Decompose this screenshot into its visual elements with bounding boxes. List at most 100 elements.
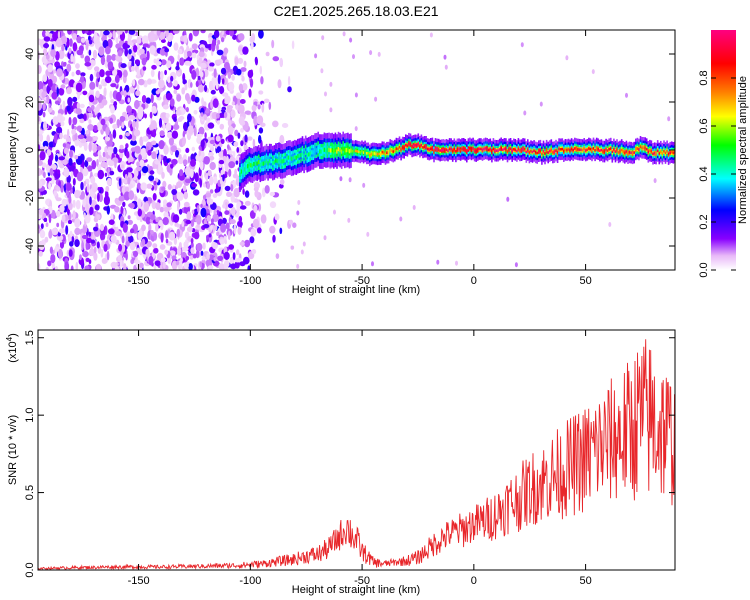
ridge-cell <box>401 146 404 149</box>
noise-speck <box>207 122 215 129</box>
noise-speck <box>131 120 137 129</box>
noise-speck <box>94 107 98 116</box>
ridge-cell <box>619 150 621 153</box>
noise-speck <box>39 229 46 239</box>
ridge-cell <box>656 149 659 153</box>
noise-speck <box>49 246 54 254</box>
noise-speck <box>80 37 86 43</box>
noise-speck <box>150 214 156 221</box>
noise-speck <box>237 33 245 42</box>
noise-speck <box>205 108 210 114</box>
noise-speck <box>244 239 251 248</box>
noise-speck <box>234 56 239 66</box>
noise-speck <box>228 168 232 177</box>
noise-speck <box>96 214 101 220</box>
noise-speck <box>39 133 44 142</box>
noise-speck <box>151 64 157 70</box>
noise-speck <box>62 143 67 148</box>
noise-speck <box>71 71 75 77</box>
noise-speck <box>232 252 236 261</box>
noise-speck <box>181 87 186 95</box>
noise-speck <box>66 182 72 191</box>
noise-speck <box>160 39 166 43</box>
noise-speck <box>190 219 195 228</box>
noise-speck <box>228 244 235 250</box>
noise-speck <box>216 231 220 236</box>
noise-speck <box>153 247 159 254</box>
noise-speck <box>251 33 256 43</box>
ridge-cell <box>458 147 460 151</box>
noise-speck <box>89 81 96 90</box>
ridge-cell <box>461 147 463 151</box>
noise-speck <box>84 55 91 64</box>
noise-speck <box>223 251 230 260</box>
noise-speck <box>161 112 167 118</box>
noise-speck <box>224 239 227 245</box>
noise-speck <box>162 123 166 131</box>
ridge-cell <box>502 148 504 152</box>
noise-speck <box>244 134 248 143</box>
ridge-cell <box>500 147 502 150</box>
noise-speck <box>105 136 111 141</box>
noise-speck <box>85 203 89 213</box>
ridge-cell <box>306 153 308 158</box>
noise-speck <box>218 159 225 165</box>
noise-speck <box>158 32 166 40</box>
noise-speck <box>228 161 236 169</box>
noise-speck <box>296 263 300 269</box>
noise-speck <box>68 157 73 166</box>
noise-speck <box>80 181 84 191</box>
noise-speck <box>238 104 245 114</box>
ridge-cell <box>497 149 499 152</box>
ridge-cell <box>639 145 642 148</box>
noise-speck <box>167 184 172 190</box>
ridge-cell <box>292 156 294 161</box>
noise-speck <box>52 116 59 125</box>
noise-speck <box>69 241 74 247</box>
snr-line <box>38 339 675 570</box>
noise-speck <box>56 186 61 192</box>
noise-speck <box>129 241 136 251</box>
noise-speck <box>172 30 180 34</box>
noise-speck <box>216 210 220 215</box>
noise-speck <box>213 30 220 38</box>
noise-speck <box>103 30 110 36</box>
noise-speck <box>54 266 59 270</box>
noise-speck <box>178 116 185 120</box>
noise-speck <box>213 208 216 216</box>
noise-speck <box>118 243 123 252</box>
noise-speck <box>38 81 44 91</box>
noise-speck <box>112 129 117 139</box>
noise-speck <box>80 191 85 200</box>
noise-speck <box>188 61 192 67</box>
noise-speck <box>49 168 54 176</box>
ridge-cell <box>340 149 343 154</box>
ridge-cell <box>431 147 434 150</box>
noise-speck <box>48 213 52 224</box>
noise-speck <box>155 202 161 211</box>
noise-speck <box>106 140 113 147</box>
ridge-cell <box>503 147 506 151</box>
ridge-cell <box>570 147 573 151</box>
noise-speck <box>209 161 216 171</box>
ridge-cell <box>575 147 578 151</box>
ridge-cell <box>416 144 418 147</box>
spectrogram-heatmap <box>38 30 675 270</box>
noise-speck <box>221 30 225 36</box>
noise-speck <box>123 69 128 78</box>
noise-speck <box>347 217 351 223</box>
noise-speck <box>38 101 42 111</box>
noise-speck <box>58 49 65 60</box>
noise-speck <box>242 188 245 195</box>
ridge-cell <box>389 148 391 152</box>
noise-speck <box>269 201 277 209</box>
noise-speck <box>109 90 113 100</box>
noise-speck <box>128 115 136 120</box>
noise-speck <box>329 107 333 113</box>
noise-speck <box>539 101 543 107</box>
noise-speck <box>124 47 129 57</box>
ridge-cell <box>326 148 329 153</box>
ridge-cell <box>528 151 531 154</box>
noise-speck <box>274 213 280 221</box>
noise-speck <box>173 193 177 202</box>
